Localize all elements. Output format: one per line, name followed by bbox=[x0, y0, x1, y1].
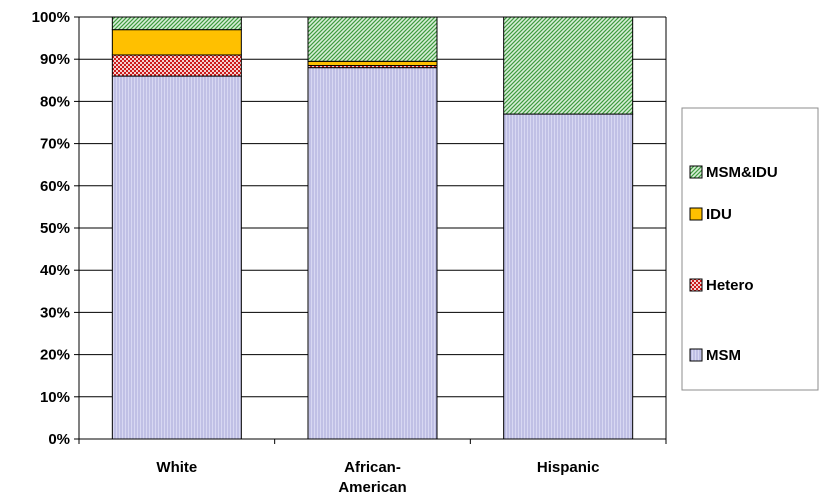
legend-swatch bbox=[689, 165, 703, 179]
y-tick-label: 70% bbox=[40, 136, 70, 153]
legend-box bbox=[681, 107, 819, 391]
bar-segment bbox=[307, 67, 438, 440]
bar-segment bbox=[111, 75, 242, 440]
legend-label: IDU bbox=[706, 206, 732, 223]
bar-segment bbox=[111, 16, 242, 31]
x-category-label: Hispanic bbox=[537, 459, 600, 476]
y-tick-label: 40% bbox=[40, 262, 70, 279]
bar-segment bbox=[307, 60, 438, 67]
y-tick-label: 90% bbox=[40, 51, 70, 68]
legend-swatch bbox=[689, 348, 703, 362]
x-category-label: African- American bbox=[338, 459, 406, 496]
legend-label: MSM bbox=[706, 347, 741, 364]
bar-segment bbox=[111, 29, 242, 56]
x-category-label-line: Hispanic bbox=[537, 459, 600, 476]
y-tick-label: 30% bbox=[40, 304, 70, 321]
legend: MSM&IDU IDU Hetero MSM bbox=[681, 107, 819, 391]
bar-segment bbox=[111, 54, 242, 77]
legend-swatch bbox=[689, 278, 703, 292]
y-tick-label: 20% bbox=[40, 347, 70, 364]
y-tick-label: 100% bbox=[32, 9, 70, 26]
y-tick-label: 0% bbox=[48, 431, 70, 448]
y-tick-label: 80% bbox=[40, 93, 70, 110]
x-category-label-line: White bbox=[156, 459, 197, 476]
y-tick-label: 60% bbox=[40, 178, 70, 195]
legend-swatch bbox=[689, 207, 703, 221]
legend-label: Hetero bbox=[706, 277, 754, 294]
bar-segment bbox=[503, 16, 634, 115]
y-tick-labels: 0% 10% 20% 30% 40% 50% 60% 70% 80% 90% 100% bbox=[32, 9, 70, 448]
bar-segment bbox=[503, 113, 634, 440]
y-tick-label: 10% bbox=[40, 389, 70, 406]
legend-label: MSM&IDU bbox=[706, 164, 778, 181]
y-tick-label: 50% bbox=[40, 220, 70, 237]
x-category-label-line: American bbox=[338, 479, 406, 496]
x-category-labels: White African- American Hispanic bbox=[156, 459, 599, 496]
bars bbox=[111, 16, 634, 440]
x-category-label: White bbox=[156, 459, 197, 476]
x-category-label-line: African- bbox=[344, 459, 401, 476]
axes bbox=[74, 16, 667, 444]
bar-segment bbox=[307, 16, 438, 62]
